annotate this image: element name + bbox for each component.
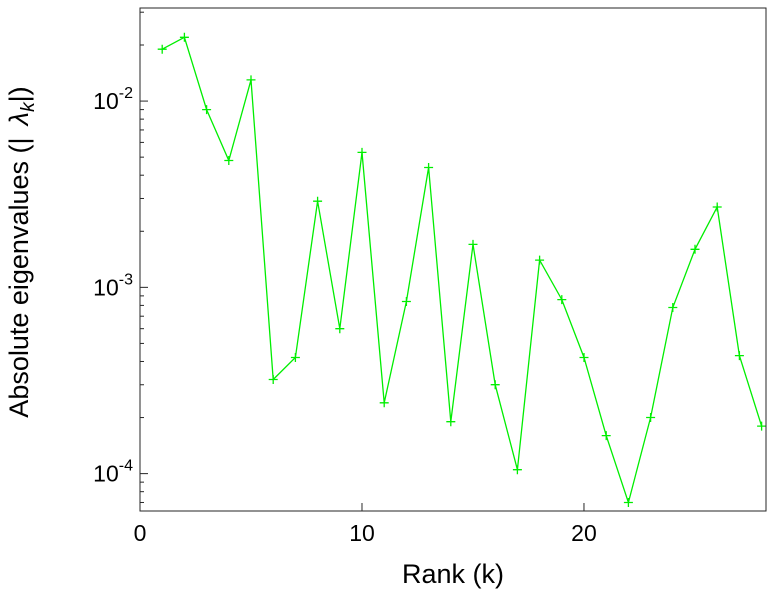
axes-box [139, 7, 767, 512]
lambda-symbol: λ [3, 112, 34, 126]
y-tick-label: 10-3 [93, 271, 133, 300]
x-axis-label: Rank (k) [402, 559, 504, 589]
eigenvalue-line-series [161, 36, 763, 505]
x-tick-label: 20 [571, 520, 597, 546]
x-tick-label: 0 [134, 520, 147, 546]
y-axis-label-prefix: Absolute eigenvalues (| [3, 137, 34, 418]
x-tick-label: 10 [349, 520, 375, 546]
y-tick-label: 10-4 [93, 458, 133, 487]
data-point-markers [157, 32, 767, 507]
y-axis-label-suffix: |) [3, 86, 34, 103]
y-tick-label: 10-2 [93, 85, 133, 114]
y-axis-label: Absolute eigenvalues (| λk|) [4, 86, 40, 417]
lambda-subscript: k [17, 102, 40, 113]
